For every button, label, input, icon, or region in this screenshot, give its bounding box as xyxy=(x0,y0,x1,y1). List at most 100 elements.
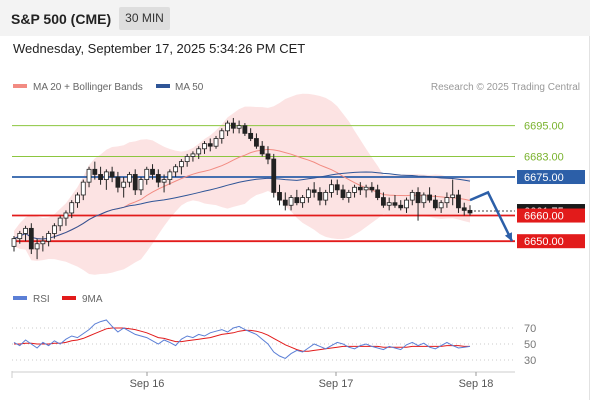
candle xyxy=(444,192,450,208)
candle-body xyxy=(334,184,340,191)
candle-body xyxy=(92,168,98,175)
moving-averages xyxy=(13,148,471,240)
candle xyxy=(438,200,444,213)
candle xyxy=(248,128,254,142)
candle xyxy=(230,117,236,134)
timestamp-label: Wednesday, September 17, 2025 5:34:26 PM… xyxy=(13,41,306,56)
candle xyxy=(202,141,207,154)
candle xyxy=(127,171,132,188)
candle xyxy=(69,200,75,219)
candle-body xyxy=(467,209,473,214)
candle-body xyxy=(311,189,317,193)
candle xyxy=(288,194,294,211)
candle xyxy=(144,166,150,185)
rsi-line xyxy=(13,319,471,359)
candle xyxy=(17,230,23,244)
forecast-arrow xyxy=(469,190,514,242)
candle-body xyxy=(381,197,386,206)
header-bar: S&P 500 (CME) 30 MIN xyxy=(0,0,590,36)
candle-body xyxy=(265,153,271,160)
candle xyxy=(40,236,46,252)
candle-body xyxy=(432,199,438,209)
legend-label-ma20: MA 20 + Bollinger Bands xyxy=(33,82,143,93)
candle xyxy=(213,135,219,149)
candle xyxy=(196,146,202,160)
rsi-tick-label: 30 xyxy=(524,355,536,367)
level-label-0: 6695.00 xyxy=(524,121,564,133)
x-axis: Sep 16 Sep 17 Sep 18 xyxy=(11,371,515,390)
level-box-4 xyxy=(517,234,585,249)
candle xyxy=(363,184,369,198)
bollinger-bands xyxy=(14,93,470,275)
candle-body xyxy=(46,233,52,242)
candle-body xyxy=(17,233,23,240)
candle xyxy=(75,192,80,208)
candle xyxy=(392,194,398,208)
forecast-path xyxy=(469,190,514,242)
bollinger-band-fill xyxy=(14,93,470,275)
candle xyxy=(23,225,28,242)
candle xyxy=(173,164,179,178)
candle-body xyxy=(150,168,155,175)
candle-body xyxy=(300,197,306,204)
candle-body xyxy=(329,184,334,193)
candle xyxy=(432,194,438,211)
candle xyxy=(259,141,265,157)
candle xyxy=(63,210,69,226)
candle-body xyxy=(340,189,346,198)
candle xyxy=(427,187,432,203)
candle-body xyxy=(386,202,392,206)
candle xyxy=(461,202,467,216)
candle-body xyxy=(161,179,167,183)
candle-body xyxy=(98,174,103,180)
candle xyxy=(381,192,386,208)
candle-body xyxy=(109,171,115,178)
candle-body xyxy=(444,197,450,204)
candle-body xyxy=(144,168,150,180)
candle xyxy=(369,182,375,193)
candle-body xyxy=(207,143,213,147)
candle-body xyxy=(190,153,196,157)
candle xyxy=(225,120,230,136)
candle xyxy=(421,192,427,208)
support-box-front xyxy=(517,208,585,223)
candle xyxy=(334,179,340,195)
rsi-panel: RSI 9MA 70 50 30 xyxy=(12,294,536,367)
interval-button[interactable]: 30 MIN xyxy=(119,7,170,30)
candle xyxy=(57,215,63,231)
candle-body xyxy=(34,243,40,250)
candlesticks xyxy=(11,117,473,260)
ma50-line xyxy=(13,171,471,240)
legend: MA 20 + Bollinger Bands MA 50 Research ©… xyxy=(13,82,580,93)
candle-body xyxy=(271,158,277,193)
candle xyxy=(352,184,357,198)
candle-body xyxy=(363,186,369,191)
rsi-ma-line xyxy=(14,327,470,352)
candle-body xyxy=(461,207,467,211)
candle xyxy=(294,189,300,206)
candle-body xyxy=(259,145,265,155)
candle xyxy=(167,169,173,185)
candle xyxy=(178,159,184,175)
candle xyxy=(109,166,115,183)
candle-body xyxy=(196,148,202,155)
candle xyxy=(282,192,288,211)
candle xyxy=(115,171,121,193)
candle-body xyxy=(178,161,184,168)
legend-swatch-ma50 xyxy=(156,84,170,88)
candle-body xyxy=(305,189,311,198)
candle xyxy=(242,123,248,136)
candle-body xyxy=(254,138,259,147)
candle-body xyxy=(86,168,92,183)
candle-body xyxy=(357,186,363,191)
candle xyxy=(317,187,323,206)
candle-body xyxy=(167,171,173,180)
candle xyxy=(92,161,98,180)
support-label-front: 6660.00 xyxy=(524,211,564,223)
x-tick-label: Sep 16 xyxy=(130,378,165,390)
candle-body xyxy=(57,217,63,227)
candle-body xyxy=(52,225,57,234)
rsi-ma-legend-swatch xyxy=(62,296,76,300)
x-tick-label: Sep 18 xyxy=(459,378,494,390)
